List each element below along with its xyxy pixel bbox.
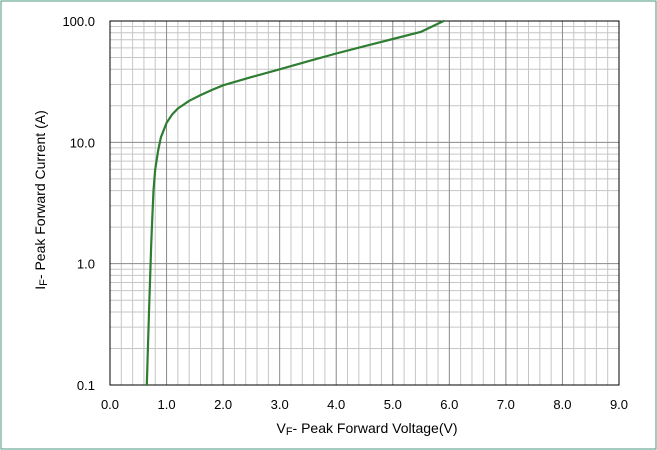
x-tick-label: 9.0 — [610, 397, 628, 412]
plot-area — [109, 20, 620, 386]
x-tick-labels: 0.0 1.0 2.0 3.0 4.0 5.0 6.0 7.0 8.0 9.0 — [101, 397, 628, 412]
x-axis-title: VF- Peak Forward Voltage(V) — [276, 420, 457, 438]
x-tick-label: 2.0 — [214, 397, 232, 412]
x-axis-title-sub: F — [286, 426, 293, 438]
x-tick-label: 6.0 — [440, 397, 458, 412]
y-axis-title-sub: F — [38, 279, 50, 286]
y-tick-label: 0.1 — [77, 378, 95, 393]
x-tick-label: 3.0 — [271, 397, 289, 412]
x-tick-label: 4.0 — [327, 397, 345, 412]
x-tick-label: 7.0 — [497, 397, 515, 412]
y-tick-label: 1.0 — [77, 257, 95, 272]
y-axis-title-rest: - Peak Forward Current (A) — [32, 110, 48, 279]
x-tick-label: 8.0 — [553, 397, 571, 412]
y-tick-label: 100.0 — [62, 14, 95, 29]
series-line-0 — [145, 19, 445, 387]
y-tick-labels: 0.1 1.0 10.0 100.0 — [62, 14, 95, 393]
minor-grid — [110, 21, 619, 385]
y-axis-title: IF- Peak Forward Current (A) — [32, 110, 50, 289]
x-axis-title-rest: - Peak Forward Voltage(V) — [293, 420, 458, 436]
curve-layer — [145, 19, 445, 387]
y-tick-label: 10.0 — [70, 135, 95, 150]
x-tick-label: 0.0 — [101, 397, 119, 412]
y-axis-title-main: I — [32, 286, 48, 290]
x-tick-label: 5.0 — [384, 397, 402, 412]
x-tick-label: 1.0 — [158, 397, 176, 412]
x-axis-title-main: V — [276, 420, 286, 436]
